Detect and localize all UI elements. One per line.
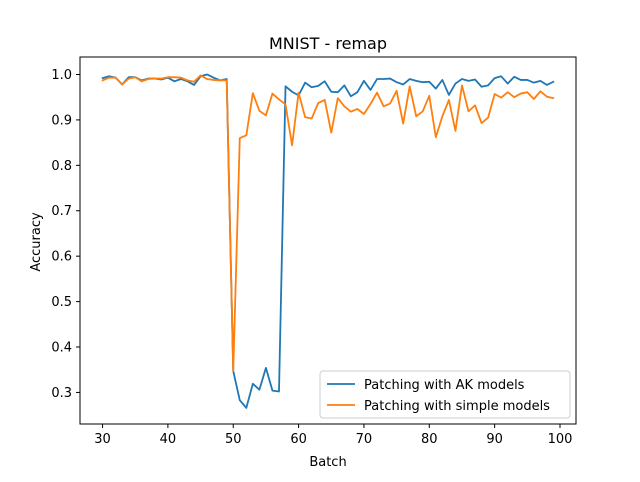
y-axis-label: Accuracy [29, 212, 44, 272]
series-layer [101, 73, 555, 409]
y-tick-label: 0.4 [51, 341, 72, 356]
x-axis-ticks: 30 40 50 60 70 80 90 100 [94, 424, 572, 447]
x-tick-label: 90 [486, 432, 503, 447]
x-tick-label: 70 [356, 432, 373, 447]
x-axis-label: Batch [309, 455, 346, 470]
plot-area-frame [79, 56, 577, 425]
y-tick-label: 0.5 [51, 295, 72, 310]
legend-label-ak-models: Patching with AK models [364, 378, 525, 393]
legend-label-simple-models: Patching with simple models [364, 399, 550, 414]
series-line-simple-models [101, 74, 555, 372]
x-tick-label: 40 [160, 432, 177, 447]
y-tick-label: 0.3 [51, 386, 72, 401]
y-tick-label: 0.6 [51, 250, 72, 265]
y-tick-label: 0.8 [51, 159, 72, 174]
x-tick-label: 60 [290, 432, 307, 447]
x-tick-label: 50 [225, 432, 242, 447]
x-tick-label: 30 [94, 432, 111, 447]
y-tick-label: 0.7 [51, 204, 72, 219]
y-tick-label: 0.9 [51, 113, 72, 128]
x-tick-label: 80 [421, 432, 438, 447]
y-tick-label: 1.0 [51, 68, 72, 83]
legend-box [319, 370, 571, 419]
x-tick-label: 100 [548, 432, 573, 447]
series-line-ak-models [101, 73, 555, 409]
legend: Patching with AK models Patching with si… [319, 370, 571, 419]
y-axis-ticks: 0.3 0.4 0.5 0.6 0.7 0.8 0.9 1.0 [51, 68, 80, 401]
chart-title: MNIST - remap [269, 34, 387, 53]
